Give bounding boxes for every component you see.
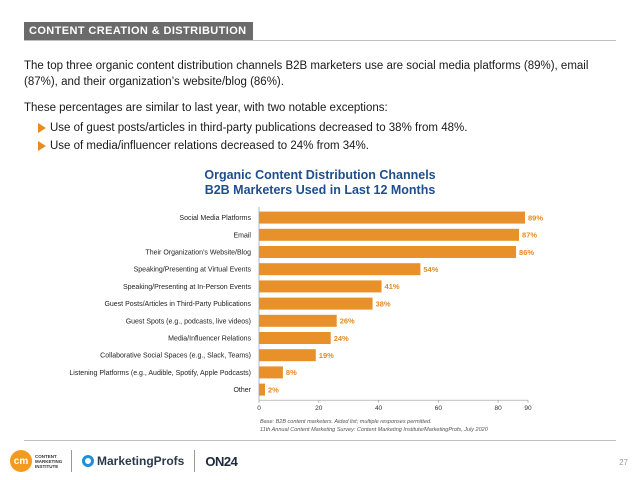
intro-paragraph-1: The top three organic content distributi… bbox=[24, 60, 589, 88]
value-label: 86% bbox=[519, 248, 534, 257]
triangle-bullet-icon bbox=[38, 123, 46, 133]
intro-text: The top three organic content distributi… bbox=[24, 58, 624, 156]
category-label: Other bbox=[233, 387, 251, 394]
value-label: 19% bbox=[319, 351, 334, 360]
x-tick-label: 40 bbox=[375, 405, 383, 412]
bar bbox=[259, 228, 520, 241]
on24-logo: ON24 bbox=[205, 453, 238, 469]
marketingprofs-text: MarketingProfs bbox=[97, 454, 185, 468]
logo-divider bbox=[194, 450, 196, 472]
bar bbox=[259, 383, 265, 396]
x-tick-label: 20 bbox=[315, 405, 323, 412]
cmi-logo-icon: cm bbox=[10, 450, 32, 472]
category-label: Collaborative Social Spaces (e.g., Slack… bbox=[100, 353, 251, 360]
bar bbox=[259, 332, 331, 344]
value-label: 8% bbox=[286, 368, 297, 377]
x-tick-label: 60 bbox=[435, 405, 443, 412]
marketingprofs-icon bbox=[82, 455, 94, 467]
triangle-bullet-icon bbox=[38, 141, 46, 151]
footer-logos: cm CONTENT MARKETING INSTITUTE Marketing… bbox=[10, 446, 238, 476]
source-note: 11th Annual Content Marketing Survey: Co… bbox=[260, 427, 488, 433]
bar bbox=[259, 280, 382, 293]
footer-divider bbox=[24, 440, 616, 441]
value-label: 54% bbox=[423, 265, 438, 274]
category-label: Media/Influencer Relations bbox=[168, 336, 251, 343]
bar bbox=[259, 211, 526, 224]
bar bbox=[259, 314, 337, 327]
value-label: 38% bbox=[376, 299, 391, 308]
category-label: Guest Posts/Articles in Third-Party Publ… bbox=[104, 301, 251, 308]
cmi-logo: cm CONTENT MARKETING INSTITUTE bbox=[10, 450, 63, 472]
category-label: Email bbox=[233, 232, 251, 239]
bar bbox=[259, 366, 283, 379]
base-note: Base: B2B content marketers. Aided list;… bbox=[260, 419, 432, 425]
chart-subtitle: B2B Marketers Used in Last 12 Months bbox=[204, 183, 436, 197]
x-tick-label: 80 bbox=[494, 405, 502, 412]
category-label: Listening Platforms (e.g., Audible, Spot… bbox=[69, 370, 251, 377]
value-label: 89% bbox=[528, 213, 543, 222]
value-label: 2% bbox=[268, 385, 279, 394]
value-label: 24% bbox=[334, 334, 349, 343]
x-tick-label: 90 bbox=[524, 405, 532, 412]
bar bbox=[259, 349, 316, 362]
value-label: 26% bbox=[340, 317, 355, 326]
value-label: 87% bbox=[522, 231, 537, 240]
x-tick-label: 0 bbox=[257, 405, 261, 412]
cmi-logo-text: CONTENT MARKETING INSTITUTE bbox=[35, 453, 63, 469]
page-number: 27 bbox=[619, 458, 628, 467]
category-label: Speaking/Presenting at In-Person Events bbox=[123, 284, 252, 291]
category-label: Speaking/Presenting at Virtual Events bbox=[134, 267, 252, 274]
intro-paragraph-2: These percentages are similar to last ye… bbox=[24, 102, 388, 114]
logo-divider bbox=[71, 450, 72, 472]
bullet-item: Use of guest posts/articles in third-par… bbox=[38, 120, 624, 136]
chart-title: Organic Content Distribution Channels bbox=[204, 168, 436, 182]
header-divider bbox=[24, 40, 616, 41]
category-label: Their Organization’s Website/Blog bbox=[145, 250, 251, 257]
marketingprofs-logo: MarketingProfs bbox=[82, 454, 184, 468]
bar bbox=[259, 263, 421, 276]
value-label: 41% bbox=[385, 282, 400, 291]
category-label: Social Media Platforms bbox=[179, 215, 251, 222]
section-tag: CONTENT CREATION & DISTRIBUTION bbox=[24, 22, 253, 41]
category-label: Guest Spots (e.g., podcasts, live videos… bbox=[126, 318, 251, 325]
bullet-text: Use of guest posts/articles in third-par… bbox=[50, 122, 468, 134]
bullet-list: Use of guest posts/articles in third-par… bbox=[24, 120, 624, 154]
bar bbox=[259, 246, 517, 258]
bullet-text: Use of media/influencer relations decrea… bbox=[50, 140, 369, 152]
bar bbox=[259, 297, 373, 310]
bullet-item: Use of media/influencer relations decrea… bbox=[38, 138, 624, 154]
bar-chart: Social Media Platforms 89% Email 87% Their O… bbox=[69, 207, 543, 412]
